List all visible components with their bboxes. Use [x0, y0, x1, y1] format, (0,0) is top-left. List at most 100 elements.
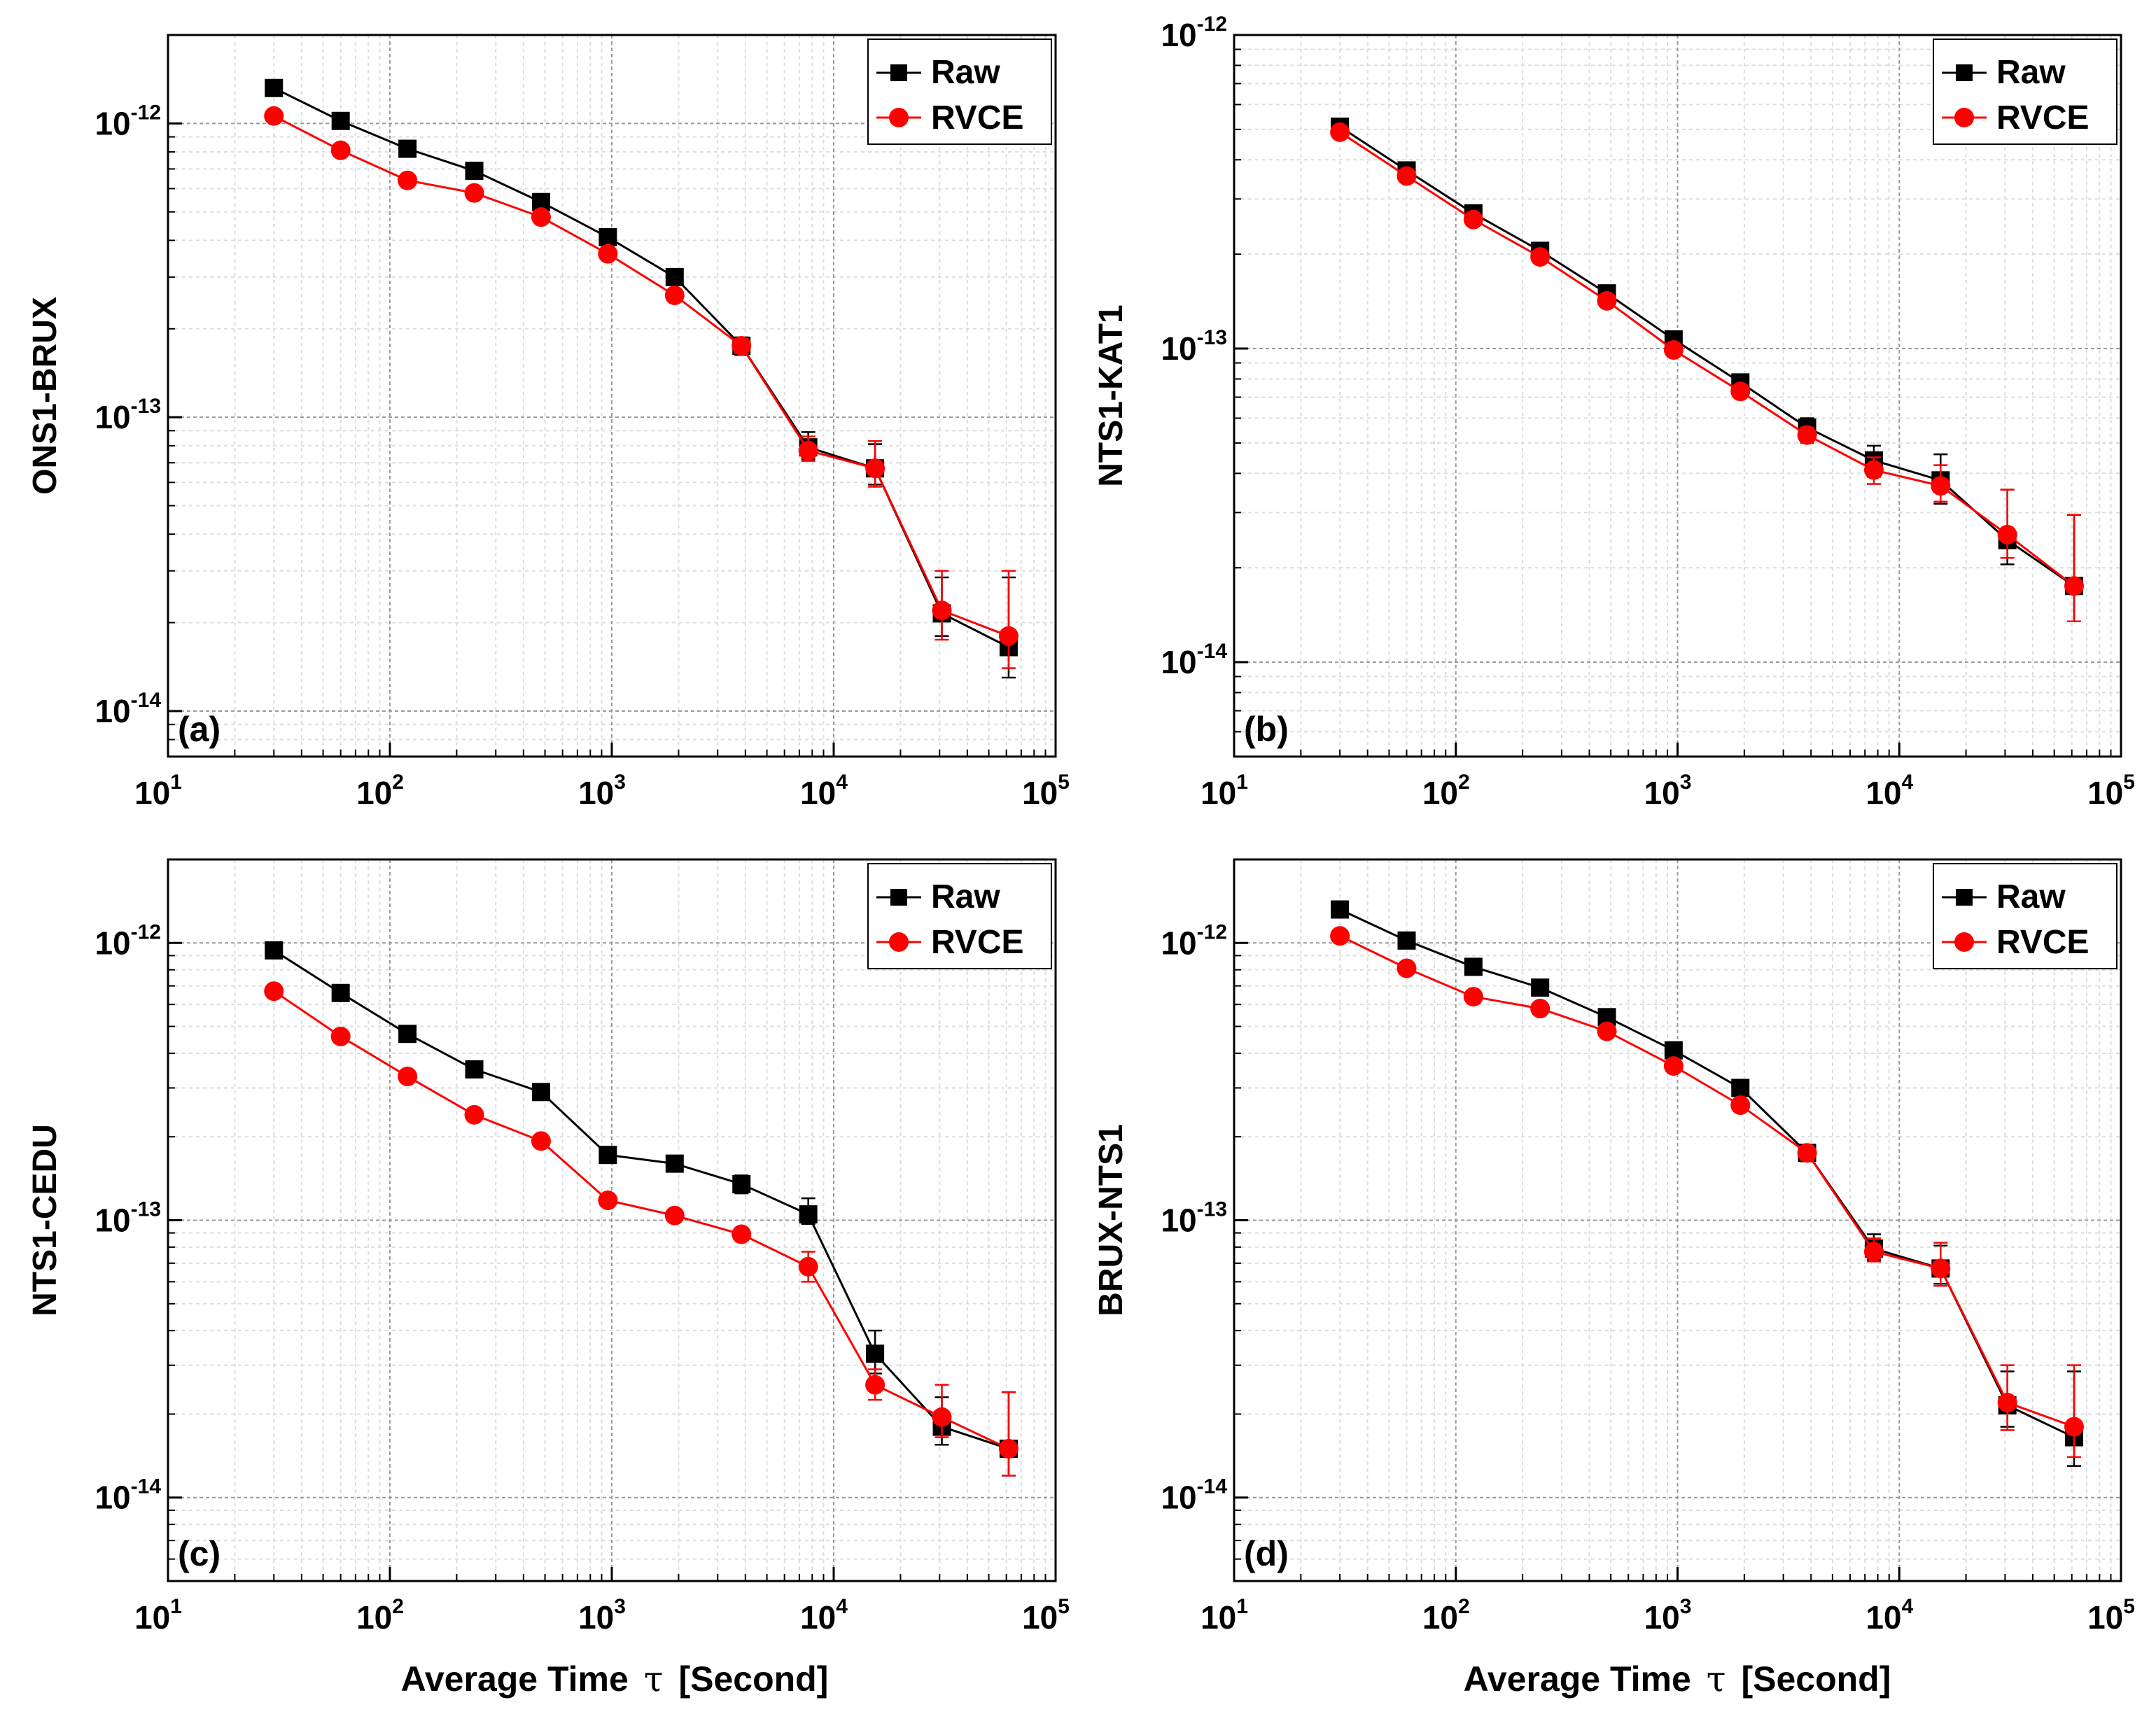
x-axis-title-left: Average Time τ [Second] — [401, 1659, 829, 1699]
x-tick-exponent: 5 — [2123, 771, 2135, 794]
legend-label-raw: Raw — [1996, 878, 2066, 915]
x-tick-base: 10 — [1644, 775, 1680, 811]
x-tick-label: 103 — [578, 1595, 626, 1636]
x-tick-exponent: 1 — [170, 771, 182, 794]
x-tick-exponent: 1 — [1236, 771, 1248, 794]
data-point-rvce — [732, 336, 752, 356]
data-point-rvce — [330, 140, 351, 160]
legend-label-rvce: RVCE — [931, 924, 1024, 961]
data-point-rvce — [531, 207, 551, 227]
data-point-rvce — [798, 1256, 818, 1277]
x-tick-exponent: 4 — [1901, 771, 1913, 794]
x-tick-exponent: 3 — [1680, 771, 1692, 794]
data-point-rvce — [264, 981, 284, 1002]
data-point-rvce — [865, 1375, 886, 1395]
legend: Raw RVCE — [867, 38, 1052, 145]
x-tick-label: 101 — [1200, 1595, 1248, 1636]
legend-marker-rvce — [1954, 932, 1974, 952]
y-tick-exponent: -13 — [1197, 1198, 1227, 1221]
x-tick-base: 10 — [134, 1599, 170, 1636]
x-tick-base: 10 — [1422, 1599, 1458, 1636]
legend-label-raw: Raw — [931, 54, 1000, 91]
data-point-raw — [598, 227, 617, 246]
y-tick-base: 10 — [94, 399, 130, 435]
data-point-raw — [665, 1154, 684, 1173]
y-tick-base: 10 — [1161, 17, 1196, 53]
data-point-raw — [398, 1025, 417, 1044]
x-tick-base: 10 — [1865, 775, 1901, 811]
data-point-rvce — [1997, 1393, 2017, 1413]
y-axis-title: NTS1-KAT1 — [1093, 304, 1130, 486]
data-point-rvce — [1997, 524, 2017, 545]
data-point-raw — [398, 139, 417, 158]
chart-panel-3: 101 102 103 104 10510-1410-1310-12NTS1-CEDU(… — [27, 858, 1070, 1636]
data-point-rvce — [865, 458, 886, 479]
y-tick-exponent: -13 — [131, 395, 161, 418]
x-tick-label: 104 — [800, 1595, 848, 1636]
data-point-rvce — [1396, 958, 1417, 978]
panel-label: (b) — [1244, 710, 1289, 749]
data-point-rvce — [664, 1205, 685, 1225]
y-tick-base: 10 — [94, 925, 130, 961]
y-tick-exponent: -14 — [131, 1475, 162, 1498]
data-point-rvce — [398, 1067, 418, 1087]
data-point-rvce — [464, 183, 484, 203]
y-tick-label: 10-12 — [94, 101, 161, 141]
x-tick-base: 10 — [578, 775, 614, 811]
x-tick-exponent: 3 — [1680, 1595, 1692, 1618]
data-point-rvce — [1396, 166, 1417, 186]
y-tick-base: 10 — [94, 693, 130, 729]
data-point-rvce — [1797, 425, 1817, 445]
x-tick-base: 10 — [2087, 1599, 2123, 1636]
x-tick-label: 101 — [1200, 771, 1248, 811]
y-tick-exponent: -14 — [1197, 640, 1228, 663]
x-tick-base: 10 — [134, 775, 170, 811]
x-tick-base: 10 — [356, 1599, 392, 1636]
y-tick-base: 10 — [94, 1480, 130, 1516]
y-tick-label: 10-14 — [1161, 1475, 1227, 1516]
x-tick-exponent: 5 — [1058, 1595, 1070, 1618]
chart-panel-1: 101 102 103 104 10510-1410-1310-12ONS1-BRUX(… — [27, 34, 1070, 811]
y-tick-exponent: -13 — [131, 1198, 161, 1221]
legend-label-raw: Raw — [1996, 54, 2066, 91]
data-point-rvce — [932, 600, 952, 621]
data-point-raw — [531, 1083, 550, 1102]
x-tick-base: 10 — [2087, 775, 2123, 811]
data-point-rvce — [1863, 1242, 1884, 1262]
data-point-rvce — [1797, 1143, 1817, 1163]
panel-label: (a) — [178, 710, 220, 749]
x-tick-base: 10 — [800, 1599, 836, 1636]
x-tick-base: 10 — [1865, 1599, 1901, 1636]
x-tick-base: 10 — [1422, 775, 1458, 811]
data-point-rvce — [1931, 1258, 1951, 1279]
data-point-raw — [1464, 957, 1483, 976]
data-point-rvce — [531, 1131, 551, 1151]
data-point-rvce — [1597, 290, 1617, 311]
y-tick-exponent: -12 — [1197, 920, 1227, 943]
x-tick-exponent: 4 — [1901, 1595, 1913, 1618]
data-point-raw — [331, 111, 350, 130]
x-tick-label: 103 — [1644, 771, 1692, 811]
data-point-rvce — [998, 626, 1018, 646]
y-tick-label: 10-13 — [1161, 326, 1227, 367]
x-tick-exponent: 5 — [1058, 771, 1070, 794]
data-point-rvce — [732, 1224, 752, 1244]
x-tick-exponent: 5 — [2123, 1595, 2135, 1618]
x-tick-exponent: 1 — [1236, 1595, 1248, 1618]
data-point-raw — [465, 1060, 484, 1079]
x-axis-unit: [Second] — [678, 1659, 828, 1699]
y-tick-exponent: -12 — [131, 101, 161, 124]
x-tick-label: 104 — [800, 771, 848, 811]
panel-label: (c) — [178, 1534, 220, 1573]
data-point-rvce — [664, 285, 685, 305]
data-point-raw — [465, 162, 484, 181]
legend: Raw RVCE — [867, 863, 1052, 969]
y-tick-label: 10-14 — [94, 1475, 161, 1516]
x-tick-base: 10 — [1022, 775, 1058, 811]
data-point-rvce — [464, 1104, 484, 1125]
series-line-rvce — [273, 115, 1009, 638]
data-point-raw — [732, 1174, 751, 1193]
data-point-raw — [1331, 900, 1350, 919]
data-point-rvce — [1663, 1056, 1684, 1076]
y-tick-label: 10-13 — [94, 395, 161, 435]
